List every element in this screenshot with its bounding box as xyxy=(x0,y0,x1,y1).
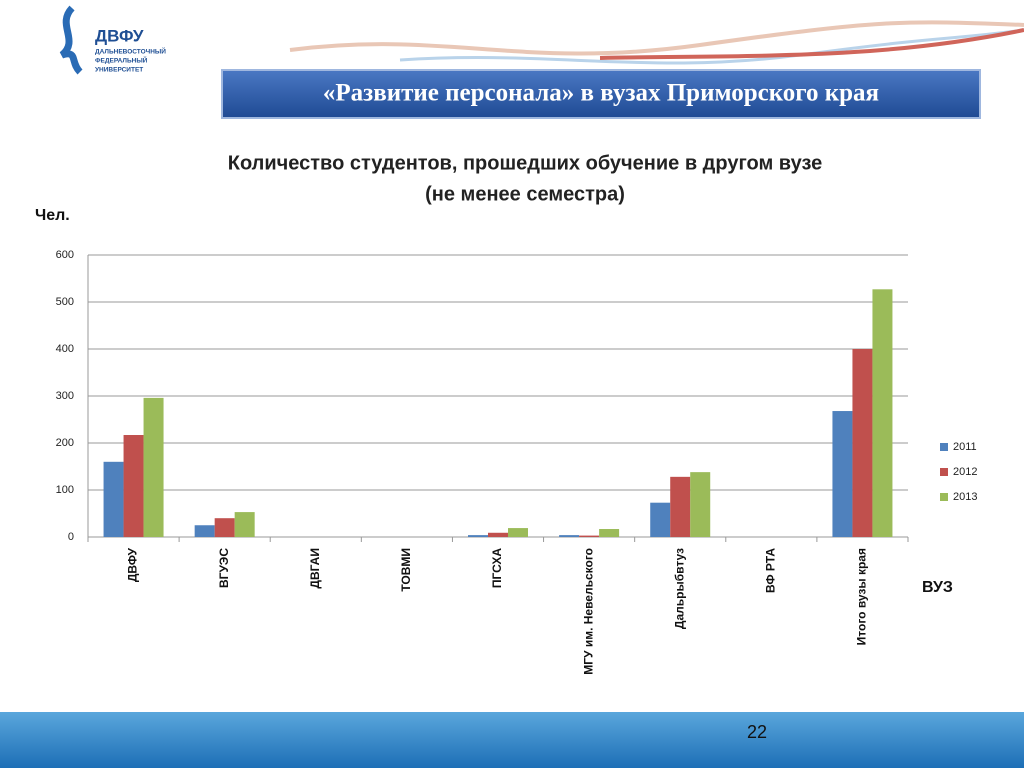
y-tick-label: 400 xyxy=(56,343,74,355)
x-tick-label: ДВФУ xyxy=(126,547,140,582)
bar xyxy=(559,535,580,537)
y-tick-label: 100 xyxy=(56,484,74,496)
bar xyxy=(670,476,691,537)
logo: ДВФУ ДАЛЬНЕВОСТОЧНЫЙ ФЕДЕРАЛЬНЫЙ УНИВЕРС… xyxy=(59,5,166,75)
bar xyxy=(872,289,893,537)
y-axis-label: Чел. xyxy=(35,207,70,224)
x-tick-label: ТОВМИ xyxy=(399,548,413,592)
bar xyxy=(194,525,215,537)
logo-line: ДАЛЬНЕВОСТОЧНЫЙ xyxy=(95,47,166,56)
bar xyxy=(123,435,144,537)
x-tick-label: МГУ им. Невельского xyxy=(581,548,595,675)
bar xyxy=(508,528,528,537)
chart-subtitle: (не менее семестра) xyxy=(425,183,625,205)
decor xyxy=(399,28,1024,65)
x-axis-label: ВУЗ xyxy=(922,579,953,596)
bar xyxy=(143,397,164,537)
y-tick-label: 200 xyxy=(56,437,74,449)
bar xyxy=(488,532,508,537)
chart: 0 100 200 300 400 500 600 ДВФУ ВГУЭС ДВГАИ ТОВМИ ПГ… xyxy=(56,249,978,675)
bar xyxy=(579,535,600,537)
legend-label: 2012 xyxy=(953,466,977,478)
x-tick-label: ПГСХА xyxy=(490,548,504,588)
bar xyxy=(852,349,873,537)
chart-title: Количество студентов, прошедших обучение… xyxy=(228,152,823,174)
header-box xyxy=(221,69,981,119)
x-tick-label: ДВГАИ xyxy=(308,548,322,589)
legend-swatch xyxy=(940,443,948,451)
bar xyxy=(214,518,235,537)
bar xyxy=(690,472,711,537)
footer-band xyxy=(0,712,1024,768)
x-tick-label: ВГУЭС xyxy=(217,548,231,588)
legend-label: 2013 xyxy=(953,491,977,503)
x-tick-label: ВФ РТА xyxy=(764,548,778,593)
header-title: «Развитие персонала» в вузах Приморского… xyxy=(323,80,879,107)
bar xyxy=(832,411,853,537)
y-tick-label: 500 xyxy=(56,296,74,308)
logo-line: ФЕДЕРАЛЬНЫЙ xyxy=(95,56,148,65)
bar xyxy=(103,461,124,537)
page-number: 22 xyxy=(747,722,767,742)
y-tick-label: 0 xyxy=(68,531,74,543)
decor xyxy=(289,20,1024,56)
legend-label: 2011 xyxy=(953,441,977,453)
y-tick-label: 300 xyxy=(56,390,74,402)
x-tick-label: Итого вузы края xyxy=(855,548,869,645)
logo-line: УНИВЕРСИТЕТ xyxy=(95,67,143,74)
y-tick-label: 600 xyxy=(56,249,74,261)
bar xyxy=(468,535,488,537)
legend-swatch xyxy=(940,493,948,501)
legend-swatch xyxy=(940,468,948,476)
x-tick-label: Дальрыбвтуз xyxy=(672,548,686,629)
logo-name: ДВФУ xyxy=(95,26,144,45)
bar xyxy=(599,529,620,537)
bar xyxy=(234,512,255,537)
decor xyxy=(599,28,1024,60)
bar xyxy=(650,502,671,537)
